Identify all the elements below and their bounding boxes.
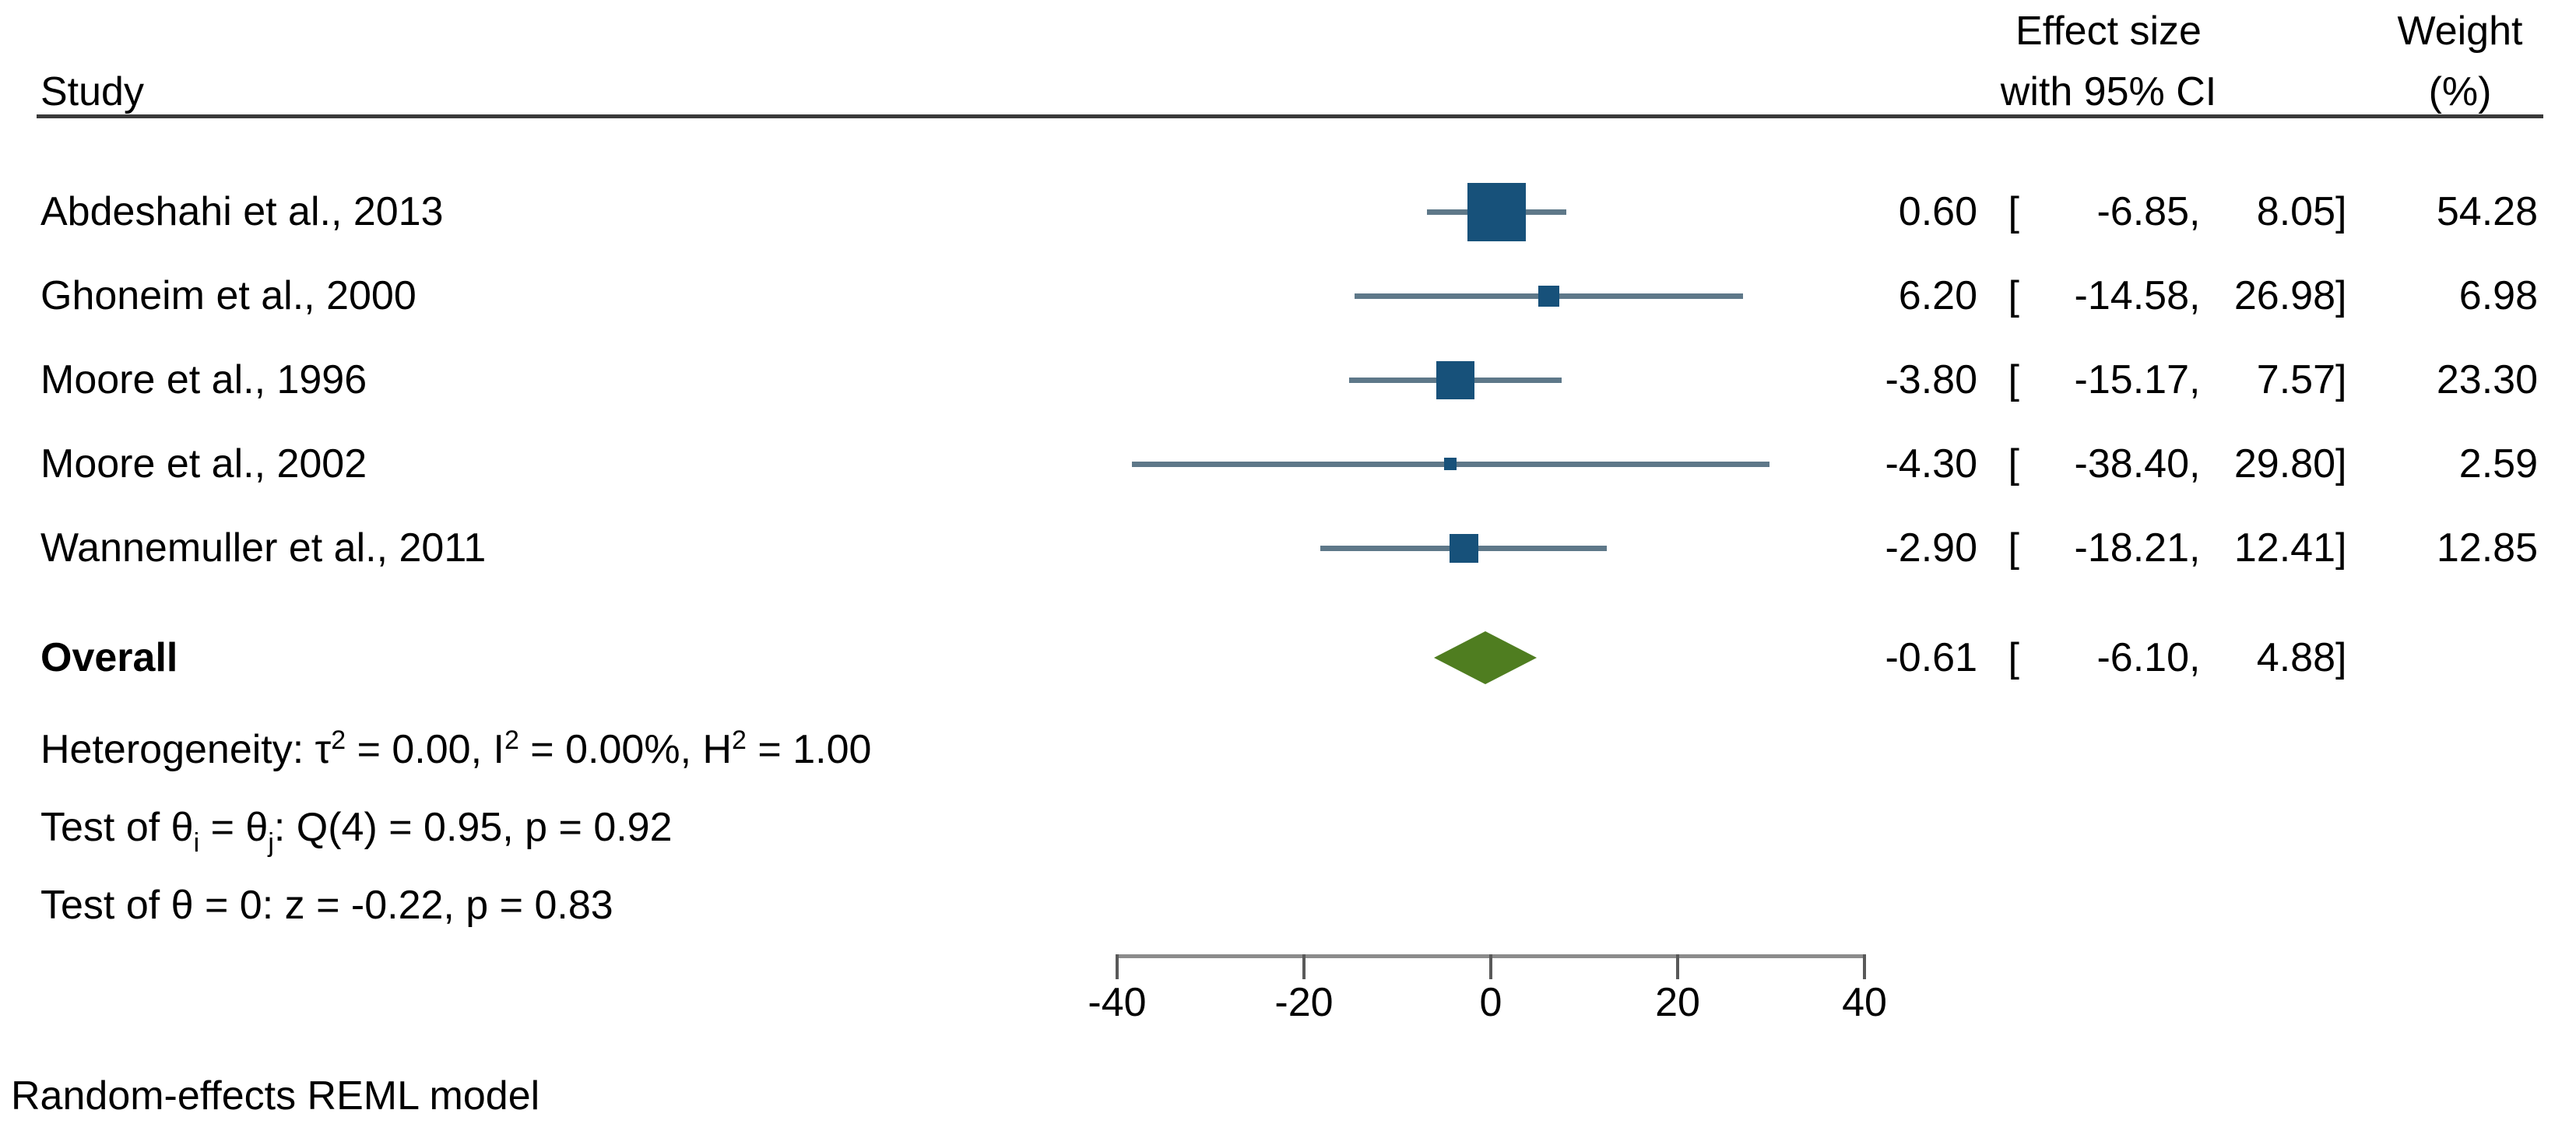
weight-column-header-line2: (%) [2428, 69, 2492, 114]
effect-size-column-header-line1: Effect size [2015, 9, 2202, 54]
effect-size-column-header-line2: with 95% CI [2000, 69, 2217, 114]
effect-size-ci-text: -3.80 [ -15.17, 7.57] [1868, 352, 2349, 408]
tau-squared-exponent: 2 [331, 725, 346, 755]
effect-square [1450, 534, 1478, 563]
ci-separator: , [2189, 441, 2201, 486]
effect-square [1467, 183, 1526, 241]
axis-tick [1489, 954, 1492, 979]
study-label: Moore et al., 1996 [40, 357, 367, 402]
axis-tick [1116, 954, 1119, 979]
ci-open-bracket: [ [2008, 273, 2019, 318]
homogeneity-test-text: Test of θ [40, 805, 194, 850]
heterogeneity-text: = 1.00 [746, 727, 872, 772]
ci-upper: 4.88 [2256, 635, 2335, 680]
theta-j-subscript: j [268, 828, 274, 858]
effect-estimate: -3.80 [1885, 357, 1977, 402]
ci-separator: , [2189, 635, 2201, 680]
study-row: Abdeshahi et al., 2013 0.60 [ -6.85, 8.05] 54… [0, 183, 2576, 241]
ci-open-bracket: [ [2008, 441, 2019, 486]
heterogeneity-text: = 0.00, I [346, 727, 504, 772]
ci-lower: -15.17 [2074, 357, 2189, 402]
effect-size-ci-text: -0.61 [ -6.10, 4.88] [1868, 630, 2349, 686]
ci-close-bracket: ] [2335, 441, 2347, 486]
model-note: Random-effects REML model [11, 1073, 540, 1119]
axis-tick-label: 0 [1479, 980, 1502, 1025]
heterogeneity-text: Heterogeneity: τ [40, 727, 332, 772]
axis-tick [1676, 954, 1679, 979]
weight-value: 12.85 [2436, 525, 2538, 571]
ci-open-bracket: [ [2008, 189, 2019, 234]
heterogeneity-stats: Heterogeneity: τ2 = 0.00, I2 = 0.00%, H2… [40, 722, 871, 778]
ci-close-bracket: ] [2335, 273, 2347, 318]
homogeneity-test-stats: Test of θi = θj: Q(4) = 0.95, p = 0.92 [40, 799, 673, 858]
ci-open-bracket: [ [2008, 635, 2019, 680]
ci-lower: -18.21 [2074, 525, 2189, 571]
study-label: Abdeshahi et al., 2013 [40, 189, 444, 234]
effect-estimate: -4.30 [1885, 441, 1977, 486]
weight-value: 23.30 [2436, 357, 2538, 402]
homogeneity-test-text: = θ [199, 805, 269, 850]
effect-estimate: 6.20 [1898, 273, 1977, 318]
effect-size-ci-text: -4.30 [ -38.40, 29.80] [1868, 436, 2349, 492]
significance-test-stats: Test of θ = 0: z = -0.22, p = 0.83 [40, 883, 613, 928]
ci-open-bracket: [ [2008, 525, 2019, 571]
ci-close-bracket: ] [2335, 635, 2347, 680]
heterogeneity-text: = 0.00%, H [518, 727, 733, 772]
study-row: Ghoneim et al., 2000 6.20[-14.58, 26.98] 6.… [0, 268, 2576, 324]
overall-diamond [1434, 631, 1537, 684]
weight-column-header-line1: Weight [2397, 9, 2523, 54]
effect-square [1436, 361, 1474, 399]
study-row: Wannemuller et al., 2011 -2.90 [ -18.21, 12.… [0, 520, 2576, 576]
ci-close-bracket: ] [2335, 357, 2347, 402]
ci-separator: , [2189, 189, 2201, 234]
overall-row: Overall -0.61 [ -6.10, 4.88] [0, 630, 2576, 686]
ci-open-bracket: [ [2008, 357, 2019, 402]
axis-tick [1863, 954, 1866, 979]
ci-upper: 8.05 [2256, 189, 2335, 234]
ci-upper: 12.41 [2233, 525, 2335, 571]
axis-tick-label: 40 [1842, 980, 1887, 1025]
effect-square [1444, 458, 1457, 470]
study-column-header: Study [40, 69, 144, 114]
axis-tick [1302, 954, 1306, 979]
effect-square [1538, 286, 1559, 307]
ci-separator: , [2189, 357, 2201, 402]
study-label: Ghoneim et al., 2000 [40, 273, 416, 318]
effect-estimate: -2.90 [1885, 525, 1977, 571]
ci-upper: 29.80 [2233, 441, 2335, 486]
axis-tick-label: -40 [1088, 980, 1147, 1025]
weight-value: 6.98 [2458, 273, 2538, 318]
effect-size-ci-text: 6.20 [ -14.58, 26.98] [1868, 268, 2349, 324]
header-divider-line [37, 114, 2543, 118]
h-squared-exponent: 2 [732, 725, 747, 755]
study-row: Moore et al., 1996 -3.80 [ -15.17, 7.57] 23.3… [0, 352, 2576, 408]
ci-lower: -14.58 [2074, 273, 2189, 318]
study-label: Moore et al., 2002 [40, 441, 367, 486]
effect-estimate: -0.61 [1885, 635, 1977, 680]
homogeneity-test-text: : Q(4) = 0.95, p = 0.92 [273, 805, 673, 850]
ci-upper: 7.57 [2256, 357, 2335, 402]
study-row: Moore et al., 2002 -4.30 [ -38.40, 29.80] 2.5… [0, 436, 2576, 492]
study-label: Wannemuller et al., 2011 [40, 525, 487, 571]
weight-value: 54.28 [2436, 189, 2538, 234]
ci-lower: -38.40 [2074, 441, 2189, 486]
axis-tick-label: -20 [1274, 980, 1334, 1025]
overall-label: Overall [40, 635, 178, 680]
i-squared-exponent: 2 [504, 725, 519, 755]
ci-separator: , [2189, 273, 2201, 318]
effect-estimate: 0.60 [1898, 189, 1977, 234]
ci-close-bracket: ] [2335, 189, 2347, 234]
axis-tick-label: 20 [1655, 980, 1700, 1025]
effect-size-ci-text: -2.90 [ -18.21, 12.41] [1868, 520, 2349, 576]
ci-lower: -6.85 [2096, 189, 2189, 234]
weight-value: 2.59 [2458, 441, 2538, 486]
ci-close-bracket: ] [2335, 525, 2347, 571]
ci-lower: -6.10 [2096, 635, 2189, 680]
effect-size-ci-text: 0.60 [ -6.85, 8.05] [1868, 184, 2349, 240]
ci-upper: 26.98 [2233, 273, 2335, 318]
ci-separator: , [2189, 525, 2201, 571]
theta-i-subscript: i [193, 828, 200, 858]
